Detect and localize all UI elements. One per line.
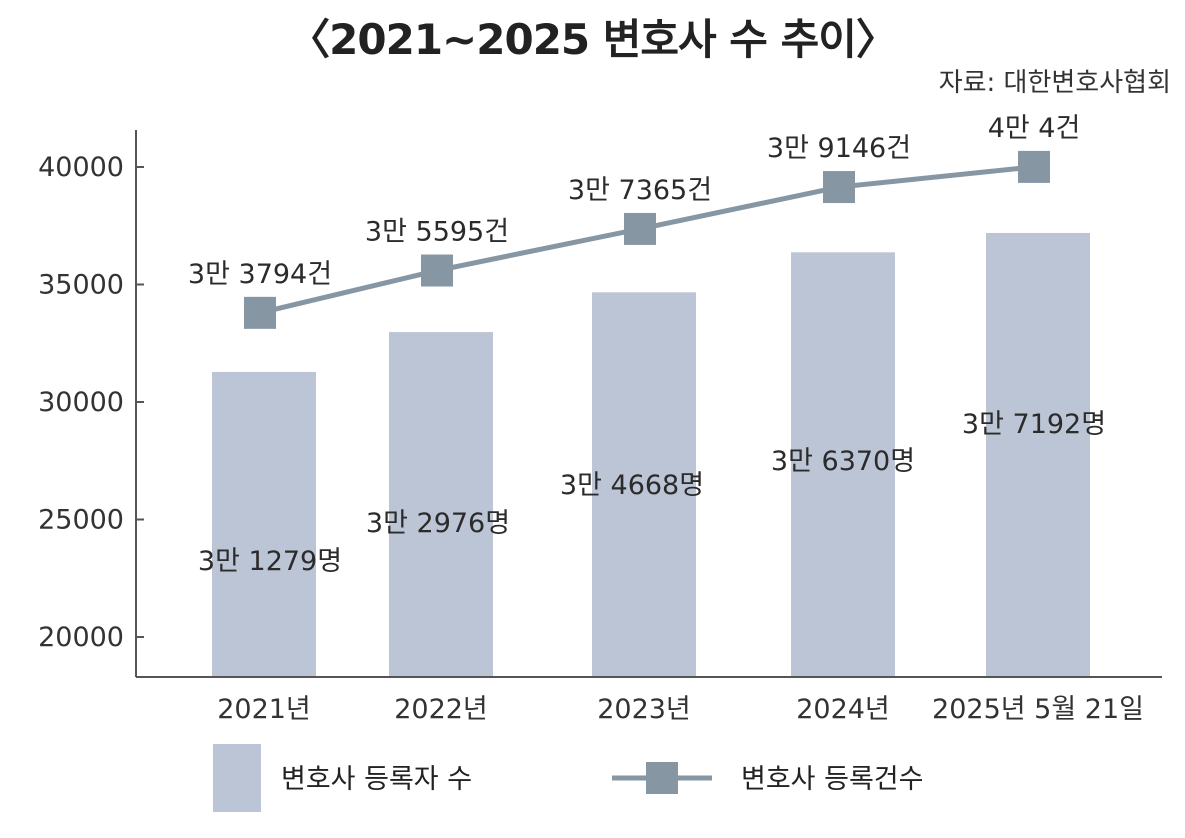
- bar-series: [212, 232, 1090, 677]
- line-marker-2: [421, 254, 453, 287]
- x-tick-label-4: 2024년: [796, 694, 890, 725]
- line-data-label-3: 3만 7365건: [568, 175, 712, 206]
- line-data-label-5: 4만 4건: [988, 113, 1081, 144]
- bar-data-label-5: 3만 7192명: [962, 409, 1106, 440]
- bar-data-label-1: 3만 1279명: [198, 546, 342, 577]
- line-series: [244, 150, 1050, 329]
- axes: 20000 25000 30000 35000 40000 2021년 2022년 2023년…: [38, 130, 1162, 725]
- data-labels: 3만 3794건 3만 5595건 3만 7365건 3만 9146건 4만 4건 3만 …: [188, 113, 1106, 577]
- line-marker-4: [823, 171, 855, 204]
- x-tick-label-3: 2023년: [597, 694, 691, 725]
- line-data-label-2: 3만 5595건: [365, 217, 509, 248]
- legend-bar-swatch: [213, 744, 261, 812]
- x-tick-label-2: 2022년: [394, 694, 488, 725]
- bar-3: [592, 292, 696, 677]
- legend-line-label: 변호사 등록건수: [741, 764, 923, 795]
- line-marker-3: [624, 212, 656, 245]
- legend-line-marker: [646, 762, 678, 794]
- source-note: 자료: 대한변호사협회: [938, 68, 1171, 98]
- bar-5: [986, 232, 1090, 677]
- legend-bar-label: 변호사 등록자 수: [281, 764, 472, 795]
- y-tick-label-4: 35000: [38, 270, 124, 301]
- bar-data-label-4: 3만 6370명: [771, 446, 915, 477]
- bar-data-label-2: 3만 2976명: [366, 508, 510, 539]
- line-data-label-1: 3만 3794건: [188, 259, 332, 290]
- bar-2: [389, 332, 493, 677]
- bar-data-label-3: 3만 4668명: [560, 470, 704, 501]
- y-tick-label-2: 25000: [38, 505, 124, 536]
- line-data-label-4: 3만 9146건: [767, 133, 911, 164]
- chart-title: 〈2021~2025 변호사 수 추이〉: [288, 15, 898, 64]
- y-tick-label-1: 20000: [38, 622, 124, 653]
- line-marker-1: [244, 296, 276, 329]
- y-tick-label-5: 40000: [38, 152, 124, 183]
- x-tick-label-1: 2021년: [217, 694, 311, 725]
- bar-4: [791, 252, 895, 677]
- x-tick-label-5: 2025년 5월 21일: [932, 694, 1144, 725]
- bar-1: [212, 371, 316, 677]
- legend: 변호사 등록자 수 변호사 등록건수: [213, 744, 923, 812]
- y-tick-label-3: 30000: [38, 387, 124, 418]
- line-marker-5: [1018, 150, 1050, 183]
